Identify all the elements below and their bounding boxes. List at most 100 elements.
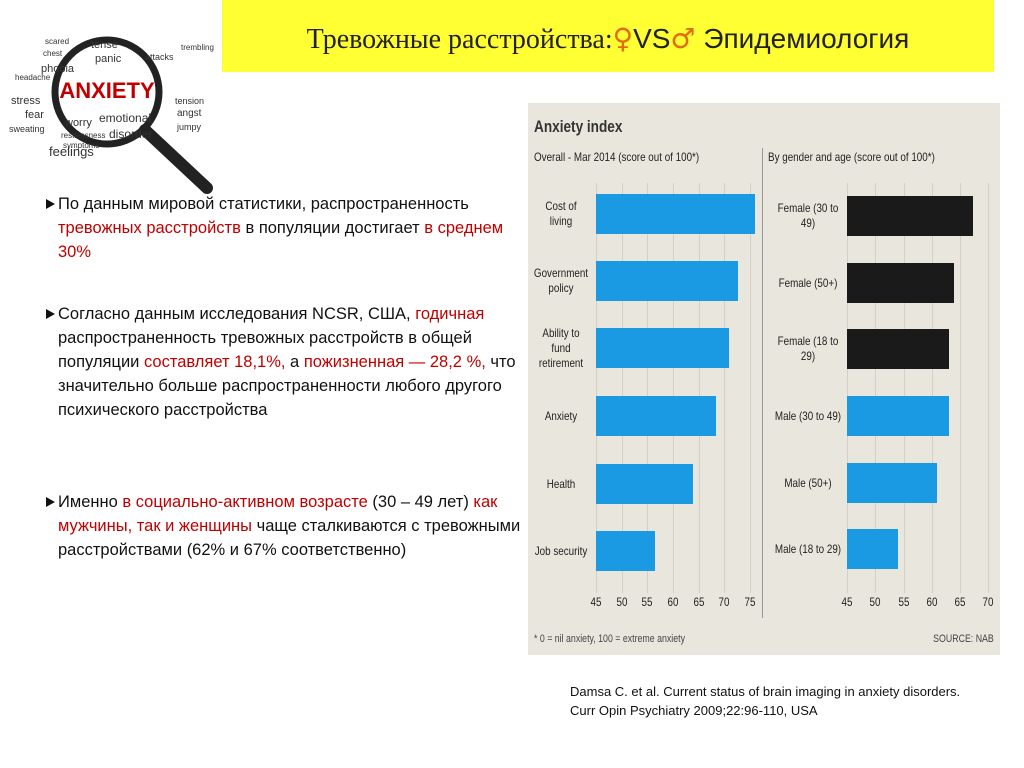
bar <box>596 328 730 368</box>
category-label: Job security <box>534 543 588 558</box>
category-label: Female (30 to 49) <box>777 201 839 230</box>
bullet-run: чаще сталкиваются с тревожными расстройс… <box>58 517 521 559</box>
bar <box>596 261 739 301</box>
bullet-paragraph: Именно в социально-активном возрасте (30… <box>46 490 528 562</box>
grid-line <box>621 183 623 593</box>
logo-word: fear <box>25 109 44 121</box>
grid-line <box>960 183 962 593</box>
logo-word: scared <box>45 37 69 46</box>
logo-word: stress <box>11 95 41 107</box>
header-title: Тревожные расстройства:♀VS♂ Эпидемиологи… <box>222 22 994 56</box>
category-label: Cost of living <box>545 199 577 228</box>
title-text: Тревожные расстройства: <box>306 24 613 55</box>
citation: Damsa C. et al. Current status of brain … <box>570 684 961 718</box>
bar <box>847 529 898 569</box>
grid-line <box>647 183 649 593</box>
category-label: Health <box>546 476 576 491</box>
male-symbol: ♂ <box>670 22 696 55</box>
bullet-run: годичная <box>415 305 485 323</box>
bar <box>596 396 716 436</box>
logo-word: angst <box>177 108 202 119</box>
x-tick-label: 65 <box>693 595 705 609</box>
logo-word: chest <box>43 49 63 58</box>
vs-text: VS <box>633 23 671 54</box>
logo-word: jumpy <box>176 122 202 132</box>
bullet-run: По данным мировой статистики, распростра… <box>58 195 469 213</box>
logo-word: panic <box>95 53 122 65</box>
logo-word: ANXIETY <box>59 78 155 103</box>
grid-line <box>931 183 933 593</box>
grid-line <box>847 183 848 593</box>
logo-word: emotional <box>99 111 151 125</box>
bar <box>847 263 955 303</box>
chart-subtitle: By gender and age (score out of 100*) <box>768 150 935 164</box>
source: SOURCE: NAB <box>933 633 994 645</box>
bullet-run: как мужчины, так и женщины <box>58 493 498 535</box>
bullet-run: составляет 18,1%, <box>143 353 286 371</box>
grid-line <box>698 183 700 593</box>
bullet-run: в социально-активном возрасте <box>122 493 368 511</box>
category-label: Government policy <box>533 266 589 295</box>
anxiety-logo: ANXIETY scared tense panic attacks chest phobi… <box>9 36 214 194</box>
category-label: Female (50+) <box>778 275 838 290</box>
grid-line <box>875 183 877 593</box>
category-label: Male (18 to 29) <box>774 541 842 556</box>
grid-line <box>749 183 751 593</box>
logo-word: trembling <box>181 43 214 52</box>
x-tick-label: 45 <box>590 595 602 609</box>
x-tick-label: 60 <box>667 595 679 609</box>
bullet-paragraph: По данным мировой статистики, распростра… <box>46 192 528 264</box>
logo-word: phobia <box>41 63 75 75</box>
bullet-arrow <box>46 309 55 319</box>
bullet-run: Именно <box>58 493 123 511</box>
category-label: Ability to fund retirement <box>538 325 584 370</box>
bullet-arrow <box>46 199 55 209</box>
logo-word: disorder <box>109 127 152 141</box>
bullet-run: в популяции достигает <box>240 219 425 237</box>
x-tick-label: 70 <box>982 595 994 609</box>
x-tick-label: 50 <box>869 595 881 609</box>
logo-word: sweating <box>9 124 45 134</box>
bar <box>596 531 655 571</box>
logo-word: worry <box>64 117 92 129</box>
category-label: Male (30 to 49) <box>774 408 842 423</box>
bullet-run: тревожных расстройств <box>58 219 241 237</box>
bar <box>847 396 949 436</box>
x-tick-label: 65 <box>954 595 966 609</box>
category-label: Male (50+) <box>784 475 832 490</box>
bar <box>596 464 694 504</box>
title-text: Эпидемиология <box>695 23 910 54</box>
x-tick-label: 45 <box>841 595 853 609</box>
bar <box>596 194 755 234</box>
footnote: * 0 = nil anxiety, 100 = extreme anxiety <box>534 633 685 645</box>
chart-panel: Anxiety index * 0 = nil anxiety, 100 = ex… <box>528 103 1000 655</box>
logo-word: tension <box>175 96 204 106</box>
bullet-run: распространенность тревожных расстройств… <box>58 329 472 371</box>
x-tick-label: 50 <box>616 595 628 609</box>
logo-word: headache <box>15 73 51 82</box>
grid-line <box>724 183 726 593</box>
bar <box>847 329 949 369</box>
logo-word: symptoms <box>63 141 99 150</box>
x-tick-label: 70 <box>718 595 730 609</box>
logo-word: restlessness <box>61 131 105 140</box>
bullet-arrow <box>46 497 55 507</box>
bar <box>847 463 938 503</box>
bar <box>847 196 974 236</box>
grid-line <box>988 183 990 593</box>
bullet-run: что значительно больше распространенност… <box>58 353 516 419</box>
magnifier-handle <box>139 124 213 194</box>
logo-word: tense <box>91 39 118 51</box>
chart-subtitle: Overall - Mar 2014 (score out of 100*) <box>534 150 700 164</box>
bullet-paragraph: Согласно данным исследования NCSR, США, … <box>46 302 528 422</box>
bullet-run: а <box>285 353 304 371</box>
x-tick-label: 75 <box>744 595 756 609</box>
logo-word: feelings <box>49 144 94 159</box>
bullet-run: (30 – 49 лет) <box>367 493 474 511</box>
grid-line <box>903 183 905 593</box>
bullet-run: в среднем 30% <box>58 219 504 261</box>
category-label: Anxiety <box>544 408 578 423</box>
figure-title: Anxiety index <box>534 117 623 136</box>
logo-word: attacks <box>145 52 174 62</box>
